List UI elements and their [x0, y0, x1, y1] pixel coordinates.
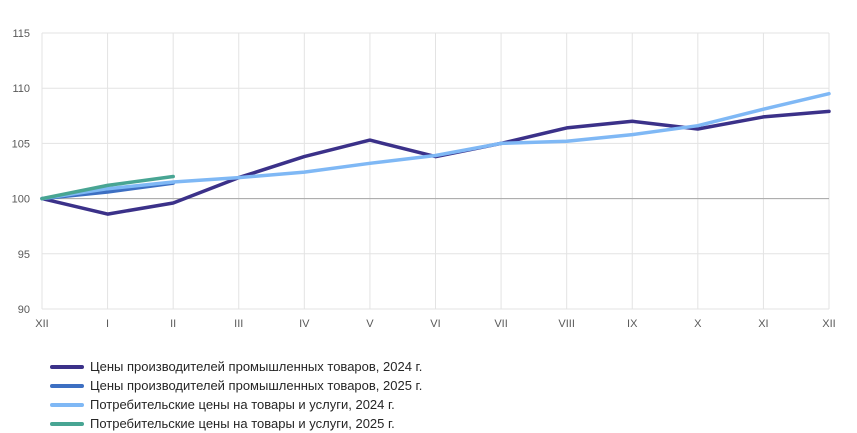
x-tick-label: XII — [822, 318, 835, 330]
y-tick-label: 115 — [12, 28, 30, 40]
legend-swatch-ppi-2024 — [50, 365, 84, 369]
y-tick-label: 110 — [12, 83, 30, 95]
legend-item-cpi-2025: Потребительские цены на товары и услуги,… — [50, 414, 422, 433]
x-tick-label: VI — [430, 318, 440, 330]
x-tick-label: IX — [627, 318, 638, 330]
legend: Цены производителей промышленных товаров… — [50, 357, 422, 433]
legend-swatch-cpi-2024 — [50, 403, 84, 407]
legend-item-ppi-2024: Цены производителей промышленных товаров… — [50, 357, 422, 376]
x-tick-label: XI — [758, 318, 768, 330]
x-tick-label: IV — [299, 318, 310, 330]
y-tick-label: 95 — [18, 249, 30, 261]
legend-item-ppi-2025: Цены производителей промышленных товаров… — [50, 376, 422, 395]
y-tick-label: 90 — [18, 304, 30, 316]
grid — [42, 33, 829, 309]
legend-label: Цены производителей промышленных товаров… — [90, 378, 422, 393]
legend-label: Потребительские цены на товары и услуги,… — [90, 416, 395, 431]
y-tick-label: 105 — [12, 138, 30, 150]
x-tick-label: II — [170, 318, 176, 330]
y-tick-label: 100 — [12, 194, 30, 206]
x-tick-label: X — [694, 318, 702, 330]
x-tick-label: I — [106, 318, 109, 330]
legend-item-cpi-2024: Потребительские цены на товары и услуги,… — [50, 395, 422, 414]
x-tick-label: VII — [494, 318, 507, 330]
x-tick-label: XII — [35, 318, 48, 330]
legend-swatch-ppi-2025 — [50, 384, 84, 388]
x-tick-label: III — [234, 318, 243, 330]
legend-label: Цены производителей промышленных товаров… — [90, 359, 422, 374]
legend-label: Потребительские цены на товары и услуги,… — [90, 397, 395, 412]
legend-swatch-cpi-2025 — [50, 422, 84, 426]
x-tick-label: V — [366, 318, 374, 330]
x-tick-label: VIII — [558, 318, 575, 330]
